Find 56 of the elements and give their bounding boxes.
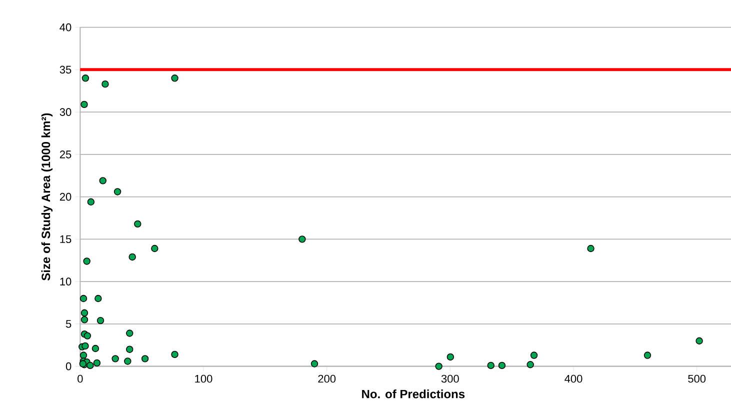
point xyxy=(446,353,454,361)
y-tick-label: 25 xyxy=(60,150,72,158)
point xyxy=(83,258,90,265)
point xyxy=(696,337,703,344)
x-axis-title: No. of Predictions xyxy=(362,390,465,398)
point xyxy=(298,236,306,243)
point xyxy=(80,352,88,359)
point xyxy=(112,355,119,362)
point xyxy=(82,342,89,350)
x-tick-label: 500 xyxy=(688,374,706,383)
point xyxy=(87,198,94,206)
point xyxy=(134,220,142,228)
point xyxy=(93,359,101,367)
point xyxy=(92,344,100,352)
point xyxy=(99,177,106,184)
point xyxy=(171,350,178,358)
y-tick-label: 15 xyxy=(60,235,72,244)
point xyxy=(141,355,149,362)
point xyxy=(435,362,442,370)
y-tick-label: 5 xyxy=(66,320,72,328)
y-tick-label: 0 xyxy=(66,362,72,370)
y-tick-label: 10 xyxy=(60,278,72,286)
point xyxy=(114,188,122,196)
point xyxy=(530,352,538,359)
point xyxy=(82,74,90,82)
y-tick-label: 20 xyxy=(60,192,72,201)
y-axis-title: Size of Study Area (1000 km²) xyxy=(41,113,53,280)
point xyxy=(80,316,88,324)
point xyxy=(126,346,134,353)
x-tick-label: 200 xyxy=(318,374,336,383)
point xyxy=(84,332,92,340)
point xyxy=(526,361,534,368)
point xyxy=(171,74,178,82)
y-tick-label: 40 xyxy=(60,23,72,32)
point xyxy=(80,309,88,317)
point xyxy=(587,244,594,252)
y-tick-label: 35 xyxy=(60,66,72,74)
y-tick-label: 30 xyxy=(60,108,72,116)
x-tick-label: 0 xyxy=(78,374,83,383)
point xyxy=(644,352,652,359)
point xyxy=(96,316,104,324)
point xyxy=(128,253,136,261)
point xyxy=(80,100,88,108)
x-tick-label: 400 xyxy=(564,374,582,383)
point xyxy=(124,358,132,365)
point xyxy=(151,244,158,252)
point xyxy=(86,362,94,370)
point xyxy=(80,294,88,302)
point xyxy=(498,362,506,370)
point xyxy=(94,294,102,302)
point xyxy=(102,80,109,88)
point xyxy=(126,330,134,337)
point xyxy=(487,362,494,370)
point xyxy=(310,360,318,368)
x-tick-label: 300 xyxy=(441,374,459,383)
x-tick-label: 100 xyxy=(195,374,212,383)
